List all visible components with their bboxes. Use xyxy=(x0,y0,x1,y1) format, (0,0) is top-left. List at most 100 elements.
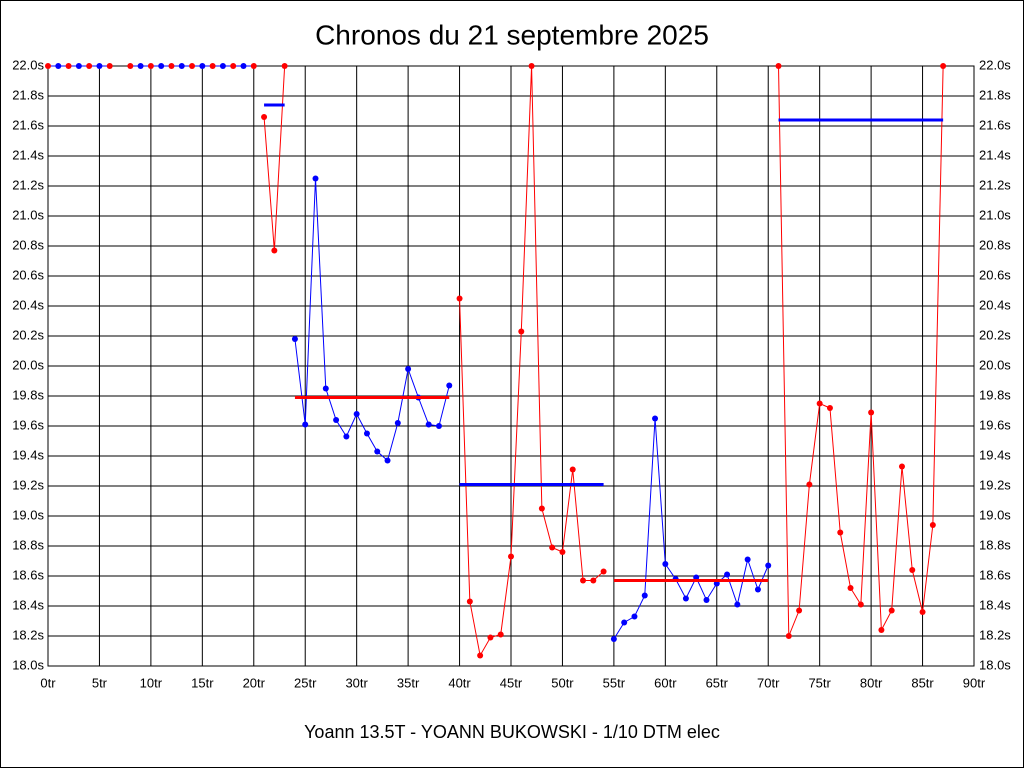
data-point xyxy=(734,601,741,608)
y-tick-label-right: 20.0s xyxy=(979,357,1011,372)
data-point xyxy=(610,636,617,642)
data-point xyxy=(261,114,268,120)
data-point xyxy=(765,562,772,569)
x-tick-label: 90tr xyxy=(963,675,986,690)
data-point xyxy=(137,63,144,69)
chart-title: Chronos du 21 septembre 2025 xyxy=(315,19,709,50)
y-tick-label-right: 20.4s xyxy=(979,297,1011,312)
data-point xyxy=(518,328,525,335)
y-tick-label: 22.0s xyxy=(12,57,44,72)
data-point xyxy=(775,63,782,69)
chart-subtitle: Yoann 13.5T - YOANN BUKOWSKI - 1/10 DTM … xyxy=(304,722,720,742)
y-tick-label-right: 18.6s xyxy=(979,567,1011,582)
data-point xyxy=(888,607,895,614)
series-line xyxy=(294,178,450,462)
data-point xyxy=(898,463,905,470)
data-point xyxy=(86,63,93,69)
y-tick-label: 18.0s xyxy=(12,657,44,672)
x-tick-label: 10tr xyxy=(140,675,163,690)
data-point xyxy=(909,567,916,573)
data-point xyxy=(847,585,854,591)
y-tick-label-right: 18.2s xyxy=(979,627,1011,642)
data-point xyxy=(374,448,381,455)
y-tick-label: 20.0s xyxy=(12,357,44,372)
data-point xyxy=(281,63,288,69)
y-tick-label-right: 20.6s xyxy=(979,267,1011,282)
data-point xyxy=(106,63,113,69)
data-point xyxy=(240,63,247,69)
data-point xyxy=(302,421,309,428)
y-tick-label-right: 18.8s xyxy=(979,537,1011,552)
data-point xyxy=(394,420,401,426)
y-tick-label: 19.0s xyxy=(12,507,44,522)
data-point xyxy=(549,544,556,551)
data-point xyxy=(569,466,576,473)
x-tick-label: 50tr xyxy=(551,675,574,690)
data-point xyxy=(580,577,587,584)
y-tick-label: 18.8s xyxy=(12,537,44,552)
x-tick-label: 60tr xyxy=(654,675,677,690)
y-tick-label-right: 22.0s xyxy=(979,57,1011,72)
data-point xyxy=(127,63,134,69)
x-tick-label: 85tr xyxy=(911,675,934,690)
data-point xyxy=(652,415,659,422)
data-point xyxy=(826,405,833,411)
data-point xyxy=(796,607,803,614)
data-point xyxy=(806,481,813,488)
data-point xyxy=(744,556,751,563)
data-point xyxy=(477,652,484,659)
y-tick-label-right: 19.0s xyxy=(979,507,1011,522)
y-tick-label-right: 19.2s xyxy=(979,477,1011,492)
data-point xyxy=(189,63,196,69)
data-point xyxy=(199,63,206,69)
x-tick-label: 15tr xyxy=(191,675,214,690)
data-point xyxy=(230,63,237,69)
data-point xyxy=(291,336,298,342)
data-point xyxy=(528,63,535,69)
y-tick-label: 21.2s xyxy=(12,177,44,192)
data-point xyxy=(600,568,607,575)
data-point xyxy=(538,505,545,512)
data-point xyxy=(919,609,926,615)
y-tick-label: 20.8s xyxy=(12,237,44,252)
data-point xyxy=(168,63,175,69)
y-tick-label: 18.2s xyxy=(12,627,44,642)
y-tick-label: 21.8s xyxy=(12,87,44,102)
data-point xyxy=(466,598,473,605)
data-point xyxy=(405,366,412,372)
x-tick-label: 20tr xyxy=(243,675,266,690)
data-point xyxy=(487,634,494,641)
data-point xyxy=(878,627,885,633)
data-point xyxy=(333,417,340,423)
y-tick-label-right: 19.6s xyxy=(979,417,1011,432)
data-point xyxy=(425,421,432,428)
y-tick-label: 20.4s xyxy=(12,297,44,312)
data-point xyxy=(363,430,370,437)
x-tick-label: 30tr xyxy=(345,675,368,690)
data-point xyxy=(435,423,442,429)
x-tick-label: 25tr xyxy=(294,675,317,690)
y-tick-label: 19.2s xyxy=(12,477,44,492)
data-point xyxy=(219,63,226,69)
data-point xyxy=(353,411,360,417)
data-point xyxy=(322,385,329,392)
y-tick-label-right: 20.8s xyxy=(979,237,1011,252)
data-point xyxy=(559,549,566,555)
x-tick-label: 75tr xyxy=(808,675,831,690)
data-point xyxy=(96,63,103,69)
y-tick-label: 19.4s xyxy=(12,447,44,462)
data-point xyxy=(158,63,165,69)
data-point xyxy=(868,409,875,416)
data-point xyxy=(929,522,936,528)
data-point xyxy=(816,400,823,407)
data-point xyxy=(343,433,350,440)
x-tick-label: 40tr xyxy=(448,675,471,690)
data-point xyxy=(250,63,257,69)
data-point xyxy=(590,577,597,584)
y-tick-label-right: 21.0s xyxy=(979,207,1011,222)
y-tick-label: 18.6s xyxy=(12,567,44,582)
data-point xyxy=(641,592,648,599)
y-tick-label-right: 18.4s xyxy=(979,597,1011,612)
x-tick-label: 70tr xyxy=(757,675,780,690)
